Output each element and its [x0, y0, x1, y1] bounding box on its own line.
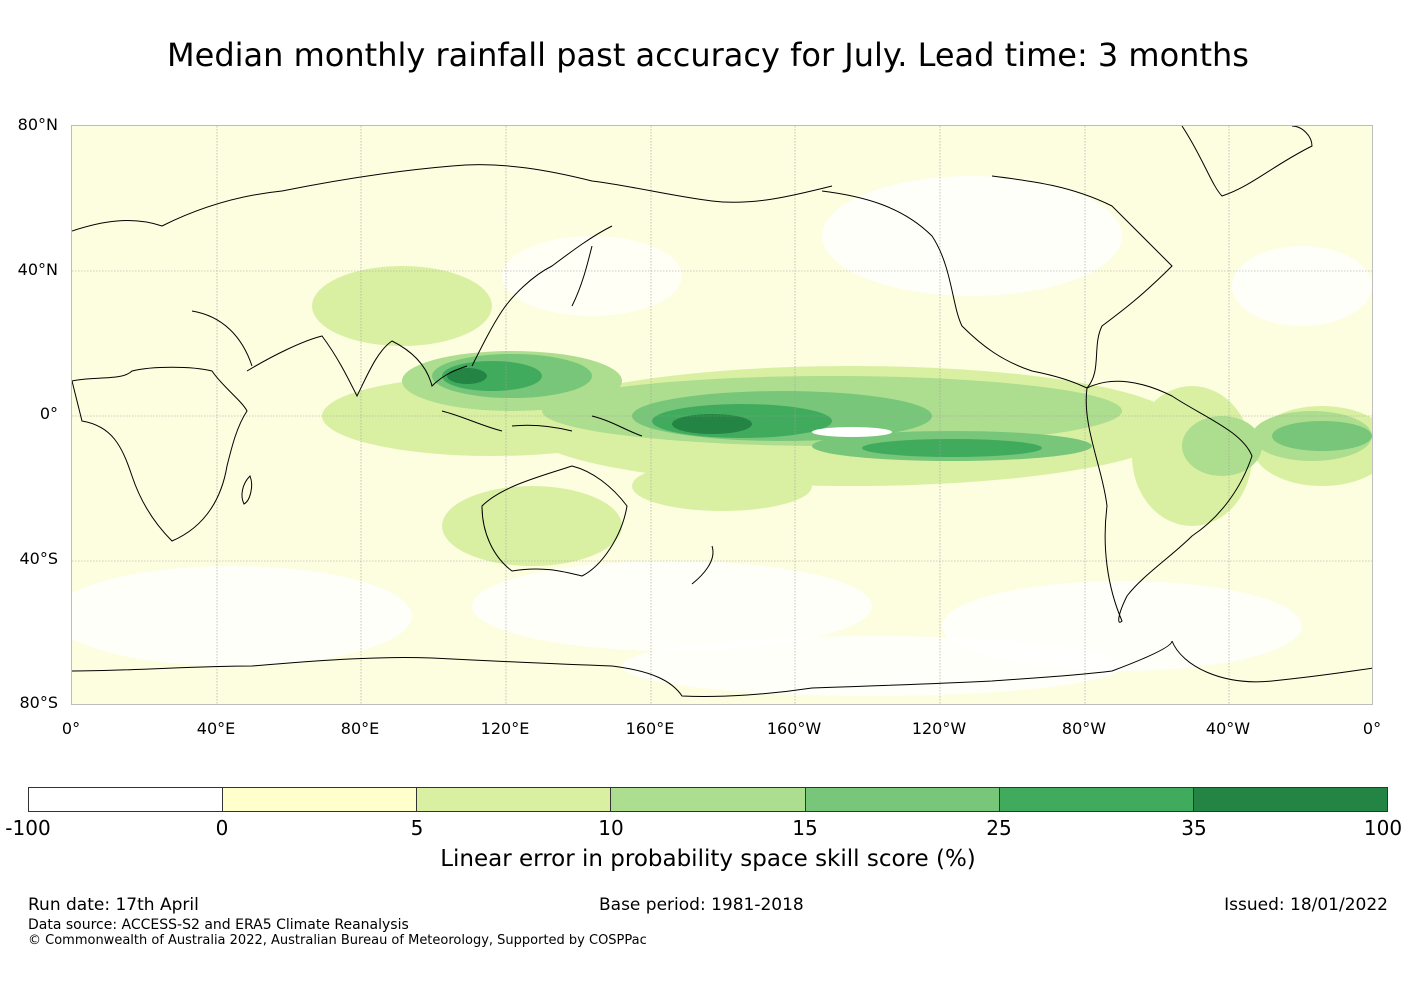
colorbar-tick: 10	[598, 816, 624, 840]
colorbar-segment	[29, 788, 224, 811]
colorbar-tick: 5	[410, 816, 424, 840]
map-canvas	[72, 126, 1372, 704]
lon-label-0-end: 0°	[1362, 719, 1382, 738]
colorbar-segment	[805, 788, 1000, 811]
colorbar	[28, 787, 1388, 812]
colorbar-label: Linear error in probability space skill …	[440, 846, 976, 872]
lon-label-80e: 80°E	[340, 719, 380, 738]
colorbar-segment	[417, 788, 612, 811]
lat-label-0: 0°	[39, 404, 58, 423]
lon-label-0: 0°	[61, 719, 81, 738]
colorbar-segment	[223, 788, 418, 811]
issued-date: Issued: 18/01/2022	[1224, 895, 1388, 915]
colorbar-tick: 0	[215, 816, 229, 840]
lat-label-80s: 80°S	[19, 693, 58, 712]
colorbar-tick: -100	[5, 816, 51, 840]
lon-label-160w: 160°W	[766, 719, 822, 738]
lon-label-40w: 40°W	[1205, 719, 1251, 738]
colorbar-tick: 35	[1181, 816, 1207, 840]
world-map	[71, 125, 1373, 705]
gridlines	[72, 126, 1372, 704]
lon-label-80w: 80°W	[1061, 719, 1107, 738]
colorbar-segment	[1193, 788, 1387, 811]
lon-label-120e: 120°E	[480, 719, 530, 738]
lat-label-40n: 40°N	[17, 260, 58, 279]
lat-label-40s: 40°S	[19, 549, 58, 568]
data-source: Data source: ACCESS-S2 and ERA5 Climate …	[28, 917, 409, 933]
copyright: © Commonwealth of Australia 2022, Austra…	[28, 933, 647, 948]
lon-label-120w: 120°W	[911, 719, 967, 738]
colorbar-tick: 100	[1363, 816, 1403, 840]
colorbar-tick: 15	[792, 816, 818, 840]
skill-patches	[72, 176, 1372, 696]
base-period: Base period: 1981-2018	[599, 895, 804, 915]
lat-label-80n: 80°N	[17, 115, 58, 134]
page-title: Median monthly rainfall past accuracy fo…	[167, 36, 1249, 74]
coastlines	[72, 126, 1372, 698]
run-date: Run date: 17th April	[28, 895, 199, 915]
colorbar-tick: 25	[986, 816, 1012, 840]
colorbar-segment	[999, 788, 1194, 811]
lon-label-160e: 160°E	[625, 719, 675, 738]
lon-label-40e: 40°E	[196, 719, 236, 738]
colorbar-segment	[611, 788, 806, 811]
